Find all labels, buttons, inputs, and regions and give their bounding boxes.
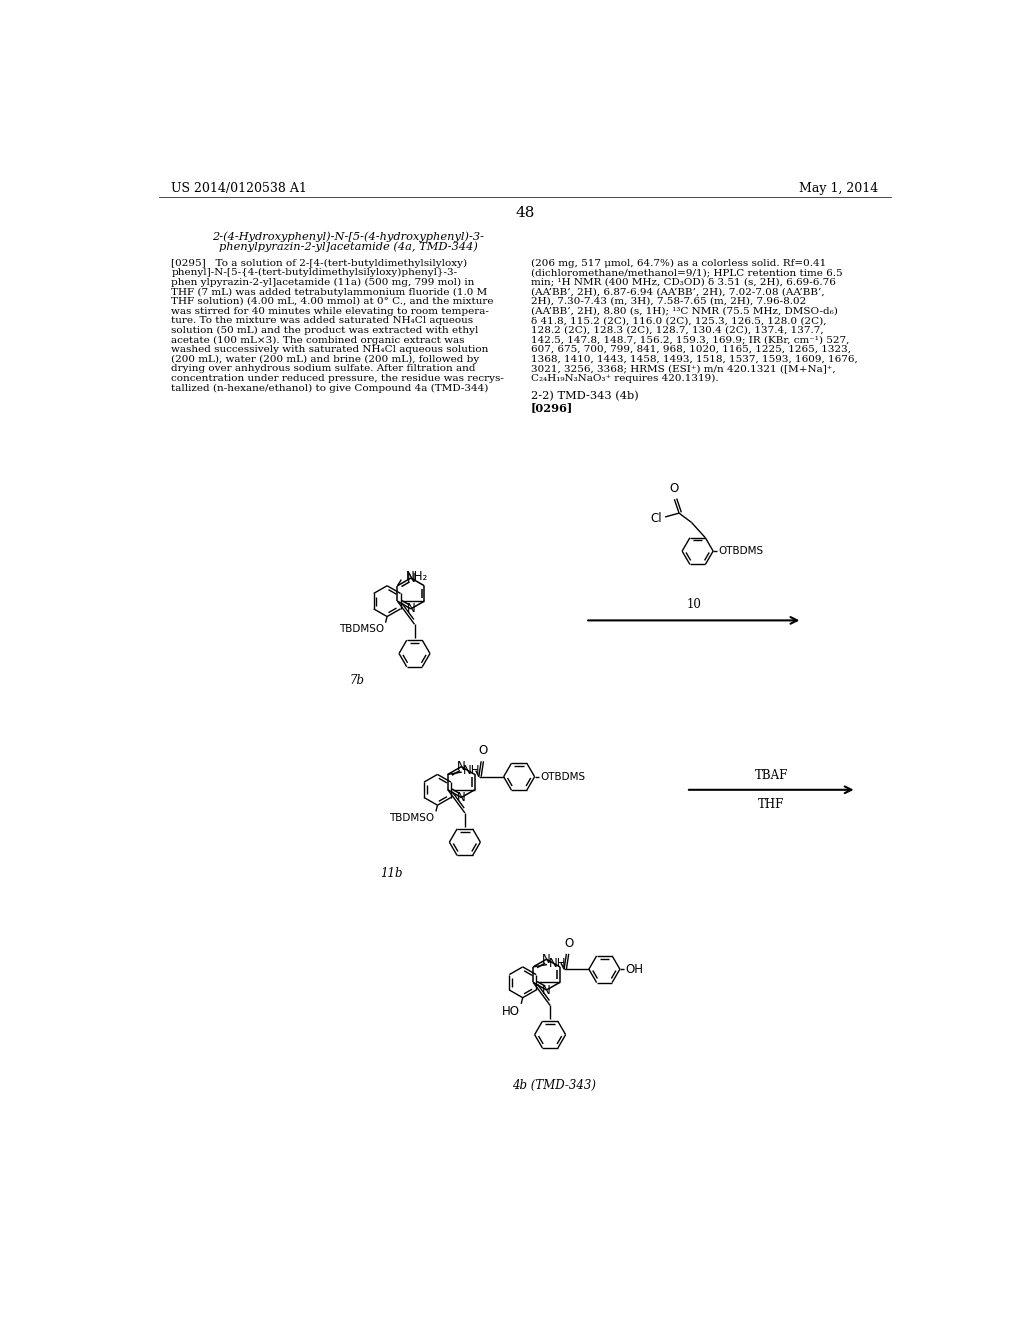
Text: phenyl]-N-[5-{4-(tert-butyldimethylsilyloxy)phenyl}-3-: phenyl]-N-[5-{4-(tert-butyldimethylsilyl… xyxy=(171,268,458,277)
Text: 48: 48 xyxy=(515,206,535,220)
Text: TBDMSO: TBDMSO xyxy=(389,813,434,822)
Text: N: N xyxy=(542,953,551,966)
Text: C₂₄H₁₉N₃NaO₃⁺ requires 420.1319).: C₂₄H₁₉N₃NaO₃⁺ requires 420.1319). xyxy=(531,374,719,383)
Text: NH: NH xyxy=(549,957,566,970)
Text: (dichloromethane/methanol=9/1); HPLC retention time 6.5: (dichloromethane/methanol=9/1); HPLC ret… xyxy=(531,268,843,277)
Text: HO: HO xyxy=(502,1006,519,1019)
Text: 4b (TMD-343): 4b (TMD-343) xyxy=(512,1078,596,1092)
Text: (206 mg, 517 μmol, 64.7%) as a colorless solid. Rf=0.41: (206 mg, 517 μmol, 64.7%) as a colorless… xyxy=(531,259,826,268)
Text: N: N xyxy=(457,760,466,774)
Text: phenylpyrazin-2-yl]acetamide (4a, TMD-344): phenylpyrazin-2-yl]acetamide (4a, TMD-34… xyxy=(219,242,477,252)
Text: 1368, 1410, 1443, 1458, 1493, 1518, 1537, 1593, 1609, 1676,: 1368, 1410, 1443, 1458, 1493, 1518, 1537… xyxy=(531,355,858,364)
Text: 2-(4-Hydroxyphenyl)-N-[5-(4-hydroxyphenyl)-3-: 2-(4-Hydroxyphenyl)-N-[5-(4-hydroxypheny… xyxy=(212,231,484,242)
Text: N: N xyxy=(407,602,416,615)
Text: N: N xyxy=(407,572,416,585)
Text: 10: 10 xyxy=(686,598,701,611)
Text: acetate (100 mL×3). The combined organic extract was: acetate (100 mL×3). The combined organic… xyxy=(171,335,465,345)
Text: THF: THF xyxy=(758,797,784,810)
Text: min; ¹H NMR (400 MHz, CD₃OD) δ 3.51 (s, 2H), 6.69-6.76: min; ¹H NMR (400 MHz, CD₃OD) δ 3.51 (s, … xyxy=(531,277,836,286)
Text: ture. To the mixture was added saturated NH₄Cl aqueous: ture. To the mixture was added saturated… xyxy=(171,317,473,325)
Text: N: N xyxy=(542,983,551,997)
Text: OTBDMS: OTBDMS xyxy=(540,772,585,781)
Text: O: O xyxy=(564,937,573,950)
Text: THF solution) (4.00 mL, 4.00 mmol) at 0° C., and the mixture: THF solution) (4.00 mL, 4.00 mmol) at 0°… xyxy=(171,297,494,306)
Text: phen ylpyrazin-2-yl]acetamide (11a) (500 mg, 799 mol) in: phen ylpyrazin-2-yl]acetamide (11a) (500… xyxy=(171,277,475,286)
Text: was stirred for 40 minutes while elevating to room tempera-: was stirred for 40 minutes while elevati… xyxy=(171,306,489,315)
Text: drying over anhydrous sodium sulfate. After filtration and: drying over anhydrous sodium sulfate. Af… xyxy=(171,364,476,374)
Text: NH₂: NH₂ xyxy=(406,570,428,583)
Text: NH: NH xyxy=(463,764,481,777)
Text: N: N xyxy=(457,791,466,804)
Text: 142.5, 147.8, 148.7, 156.2, 159.3, 169.9; IR (KBr, cm⁻¹) 527,: 142.5, 147.8, 148.7, 156.2, 159.3, 169.9… xyxy=(531,335,849,345)
Text: 11b: 11b xyxy=(380,867,402,880)
Text: [0296]: [0296] xyxy=(531,403,573,413)
Text: concentration under reduced pressure, the residue was recrys-: concentration under reduced pressure, th… xyxy=(171,374,504,383)
Text: 3021, 3256, 3368; HRMS (ESI⁺) m/n 420.1321 ([M+Na]⁺,: 3021, 3256, 3368; HRMS (ESI⁺) m/n 420.13… xyxy=(531,364,836,374)
Text: δ 41.8, 115.2 (2C), 116.0 (2C), 125.3, 126.5, 128.0 (2C),: δ 41.8, 115.2 (2C), 116.0 (2C), 125.3, 1… xyxy=(531,317,826,325)
Text: 2-2) TMD-343 (4b): 2-2) TMD-343 (4b) xyxy=(531,391,639,401)
Text: O: O xyxy=(670,482,679,495)
Text: [0295]   To a solution of 2-[4-(tert-butyldimethylsilyloxy): [0295] To a solution of 2-[4-(tert-butyl… xyxy=(171,259,468,268)
Text: THF (7 mL) was added tetrabutylammonium fluoride (1.0 M: THF (7 mL) was added tetrabutylammonium … xyxy=(171,288,487,297)
Text: O: O xyxy=(479,744,488,758)
Text: 128.2 (2C), 128.3 (2C), 128.7, 130.4 (2C), 137.4, 137.7,: 128.2 (2C), 128.3 (2C), 128.7, 130.4 (2C… xyxy=(531,326,823,335)
Text: solution (50 mL) and the product was extracted with ethyl: solution (50 mL) and the product was ext… xyxy=(171,326,479,335)
Text: OTBDMS: OTBDMS xyxy=(719,546,764,556)
Text: washed successively with saturated NH₄Cl aqueous solution: washed successively with saturated NH₄Cl… xyxy=(171,345,488,354)
Text: (AA’BB’, 2H), 6.87-6.94 (AA’BB’, 2H), 7.02-7.08 (AA’BB’,: (AA’BB’, 2H), 6.87-6.94 (AA’BB’, 2H), 7.… xyxy=(531,288,824,297)
Text: May 1, 2014: May 1, 2014 xyxy=(799,182,879,194)
Text: (200 mL), water (200 mL) and brine (200 mL), followed by: (200 mL), water (200 mL) and brine (200 … xyxy=(171,355,479,364)
Text: TBAF: TBAF xyxy=(755,770,787,781)
Text: Cl: Cl xyxy=(650,512,662,525)
Text: 2H), 7.30-7.43 (m, 3H), 7.58-7.65 (m, 2H), 7.96-8.02: 2H), 7.30-7.43 (m, 3H), 7.58-7.65 (m, 2H… xyxy=(531,297,806,306)
Text: tallized (n-hexane/ethanol) to give Compound 4a (TMD-344): tallized (n-hexane/ethanol) to give Comp… xyxy=(171,384,488,393)
Text: (AA’BB’, 2H), 8.80 (s, 1H); ¹³C NMR (75.5 MHz, DMSO-d₆): (AA’BB’, 2H), 8.80 (s, 1H); ¹³C NMR (75.… xyxy=(531,306,838,315)
Text: TBDMSO: TBDMSO xyxy=(339,624,384,634)
Text: US 2014/0120538 A1: US 2014/0120538 A1 xyxy=(171,182,307,194)
Text: 7b: 7b xyxy=(349,675,365,688)
Text: OH: OH xyxy=(626,962,643,975)
Text: 607, 675, 700, 799, 841, 968, 1020, 1165, 1225, 1265, 1323,: 607, 675, 700, 799, 841, 968, 1020, 1165… xyxy=(531,345,851,354)
